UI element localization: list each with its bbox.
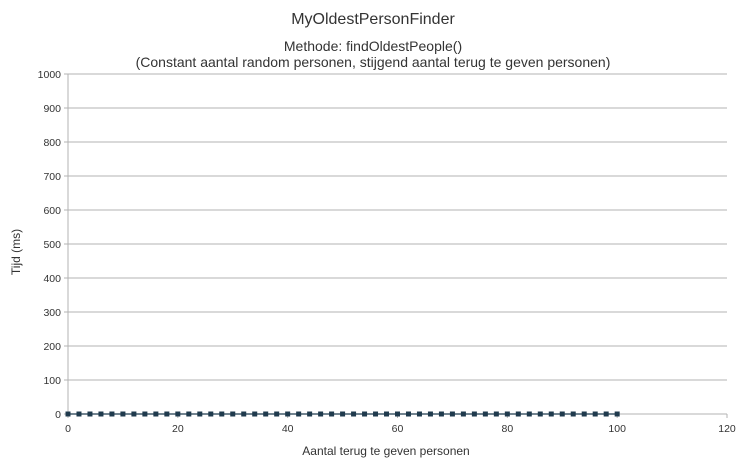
data-point [175, 411, 181, 417]
x-tick-label: 80 [501, 423, 513, 435]
data-point [416, 411, 422, 417]
data-point [581, 411, 587, 417]
x-tick-label: 60 [392, 423, 404, 435]
y-tick-label: 1000 [38, 69, 62, 81]
data-series [65, 411, 620, 417]
data-point [570, 411, 576, 417]
data-point [515, 411, 521, 417]
data-point [559, 411, 565, 417]
data-point [76, 411, 82, 417]
data-point [230, 411, 236, 417]
data-point [460, 411, 466, 417]
data-point [120, 411, 126, 417]
data-point [405, 411, 411, 417]
chart-title: MyOldestPersonFinder [291, 11, 455, 28]
y-tick-label: 300 [43, 307, 61, 319]
data-point [603, 411, 609, 417]
x-tick-label: 20 [172, 423, 184, 435]
data-point [318, 411, 324, 417]
y-tick-label: 900 [43, 103, 61, 115]
data-point [109, 411, 115, 417]
data-point [87, 411, 93, 417]
data-point [438, 411, 444, 417]
data-point [384, 411, 390, 417]
chart-subtitle-line-1: Methode: findOldestPeople() [284, 38, 462, 54]
data-point [471, 411, 477, 417]
y-tick-label: 500 [43, 239, 61, 251]
data-point [164, 411, 170, 417]
data-point [219, 411, 225, 417]
x-axis-label: Aantal terug te geven personen [302, 444, 469, 458]
data-point [395, 411, 400, 417]
y-tick-label: 400 [43, 273, 61, 285]
data-point [296, 411, 302, 417]
data-point [65, 411, 71, 417]
data-point [504, 411, 510, 417]
data-point [548, 411, 554, 417]
data-point [98, 411, 104, 417]
y-tick-label: 0 [55, 409, 61, 421]
data-point [263, 411, 269, 417]
x-tick-label: 120 [718, 423, 736, 435]
data-point [153, 411, 159, 417]
axes [64, 73, 728, 418]
gridlines [68, 73, 727, 415]
data-point [208, 411, 214, 417]
x-tick-label: 100 [608, 423, 626, 435]
data-point [362, 411, 368, 417]
data-point [131, 411, 137, 417]
data-point [449, 411, 455, 417]
data-point [526, 411, 532, 417]
data-point [252, 411, 258, 417]
data-point [493, 411, 499, 417]
chart-subtitle-line-2: (Constant aantal random personen, stijge… [136, 54, 611, 70]
y-tick-label: 200 [43, 341, 61, 353]
data-point [241, 411, 247, 417]
y-tick-label: 700 [43, 171, 61, 183]
y-tick-label: 100 [43, 375, 61, 387]
data-point [537, 411, 543, 417]
data-point [340, 411, 346, 417]
data-point [307, 411, 313, 417]
y-tick-label: 600 [43, 205, 61, 217]
data-point [142, 411, 148, 417]
data-point [482, 411, 488, 417]
data-point [197, 411, 203, 417]
data-point [614, 411, 620, 417]
x-tick-label: 0 [65, 423, 71, 435]
data-point [373, 411, 379, 417]
data-point [592, 411, 598, 417]
tick-labels: 0 100 200 300 400 500 600 700 800 900 1000 0 20 40 60 8… [38, 69, 736, 435]
data-point [285, 411, 291, 417]
x-tick-label: 40 [282, 423, 294, 435]
data-point [274, 411, 280, 417]
y-tick-label: 800 [43, 137, 61, 149]
data-point [329, 411, 335, 417]
data-point [427, 411, 433, 417]
data-point [186, 411, 192, 417]
y-axis-label: Tijd (ms) [9, 229, 23, 275]
data-point [351, 411, 357, 417]
